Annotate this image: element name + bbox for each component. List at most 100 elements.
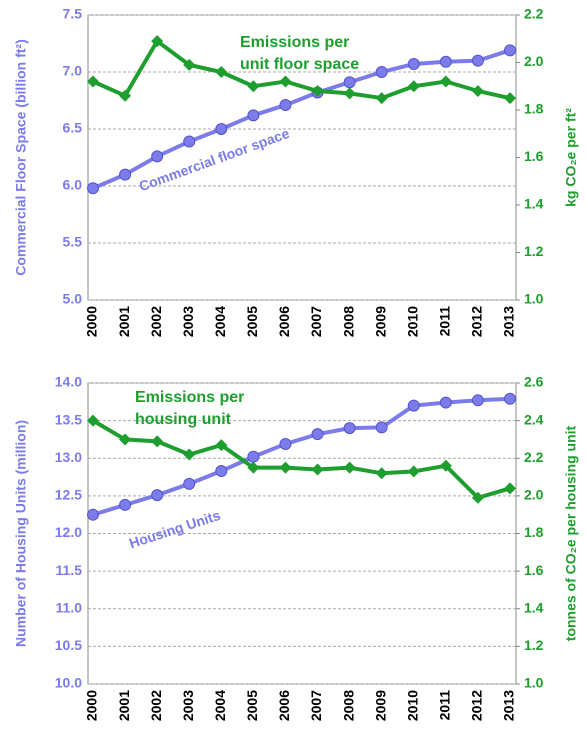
series-label: Housing Units [127, 507, 222, 552]
y2-tick-label: 2.2 [524, 449, 544, 465]
point [279, 461, 292, 474]
point [119, 168, 132, 181]
point [151, 489, 164, 502]
point [471, 85, 484, 97]
y-tick-label: 11.5 [56, 562, 83, 578]
x-tick-label: 2009 [372, 306, 388, 337]
point [504, 482, 516, 495]
point [151, 35, 164, 48]
y-axis-title: Commercial Floor Space (billion ft²) [13, 39, 29, 275]
point [407, 58, 420, 71]
x-tick-label: 2005 [244, 690, 260, 721]
point [439, 396, 452, 409]
x-tick-label: 2011 [437, 690, 453, 721]
x-tick-label: 2007 [308, 306, 324, 337]
y-tick-label: 5.5 [63, 234, 83, 250]
point [247, 461, 260, 474]
series-label: Emissions per unit floor space [240, 34, 360, 73]
x-tick-label: 2009 [372, 690, 388, 721]
point [87, 508, 99, 521]
point [375, 92, 388, 105]
point [183, 58, 196, 71]
point [407, 465, 420, 478]
x-tick-label: 2000 [84, 690, 100, 721]
y-tick-label: 11.0 [56, 599, 83, 615]
point [87, 414, 99, 427]
point [183, 477, 196, 490]
series-label: Emissions per housing unit [135, 389, 245, 428]
series-line [91, 418, 511, 501]
point [439, 55, 452, 68]
point [471, 54, 484, 67]
y2-tick-label: 1.8 [524, 524, 544, 540]
y-tick-label: 12.5 [55, 487, 82, 503]
x-tick-label: 2008 [340, 690, 356, 721]
y2-tick-label: 1.4 [524, 196, 544, 212]
x-tick-label: 2006 [276, 690, 292, 721]
y2-axis-title: kg CO₂e per ft² [563, 108, 579, 207]
x-tick-label: 2005 [244, 306, 260, 337]
series-line [92, 38, 511, 101]
point [247, 450, 260, 463]
y2-tick-label: 1.6 [524, 148, 544, 164]
point [215, 66, 228, 78]
point [311, 463, 324, 476]
point [279, 437, 292, 450]
x-tick-label: 2000 [84, 306, 100, 337]
point [247, 109, 260, 122]
point [504, 392, 516, 405]
point [279, 75, 292, 88]
point [407, 80, 420, 93]
x-tick-label: 2002 [148, 690, 164, 721]
x-tick-label: 2011 [437, 306, 453, 337]
point [151, 150, 164, 163]
point [439, 75, 452, 88]
x-tick-label: 2003 [180, 306, 196, 337]
series-label-box: Emissions per unit floor space [240, 34, 360, 73]
y-axis-title: Number of Housing Units (million) [13, 420, 29, 647]
point [119, 498, 132, 511]
point [375, 66, 388, 78]
x-tick-label: 2012 [469, 690, 485, 721]
y-tick-label: 7.5 [63, 6, 83, 22]
x-tick-label: 2001 [116, 306, 132, 337]
x-tick-label: 2013 [501, 306, 517, 337]
y2-tick-label: 1.2 [524, 243, 544, 259]
y2-tick-label: 2.6 [524, 374, 544, 390]
y-tick-label: 13.0 [55, 449, 82, 465]
point [471, 491, 484, 504]
x-tick-label: 2012 [469, 306, 485, 337]
point [311, 428, 324, 441]
point [215, 439, 228, 452]
point [87, 75, 99, 88]
point [407, 399, 420, 412]
point [504, 44, 516, 57]
y-tick-label: 6.0 [63, 177, 83, 193]
y2-axis-title: tonnes of CO₂e per housing unit [563, 425, 579, 641]
y2-tick-label: 1.2 [524, 637, 544, 653]
point [119, 89, 132, 102]
y-tick-label: 14.0 [55, 374, 82, 390]
series-label-box: Emissions per housing unit [135, 389, 245, 428]
x-tick-label: 2010 [404, 690, 420, 721]
point [343, 422, 356, 435]
y2-tick-label: 1.0 [524, 675, 544, 691]
x-tick-label: 2010 [404, 306, 420, 337]
x-tick-label: 2006 [276, 306, 292, 337]
x-tick-label: 2004 [212, 306, 228, 337]
x-tick-label: 2003 [180, 690, 196, 721]
y-tick-label: 13.5 [55, 411, 82, 427]
y-tick-label: 10.5 [55, 637, 82, 653]
point [183, 448, 196, 461]
point [247, 80, 260, 93]
y-tick-label: 12.0 [55, 524, 82, 540]
point [87, 182, 99, 195]
point [215, 123, 228, 135]
y-tick-label: 7.0 [63, 63, 83, 79]
y2-tick-label: 1.4 [524, 599, 544, 615]
point [504, 92, 516, 105]
y2-tick-label: 2.4 [524, 411, 544, 427]
y-tick-label: 6.5 [63, 120, 83, 136]
point [311, 85, 324, 97]
